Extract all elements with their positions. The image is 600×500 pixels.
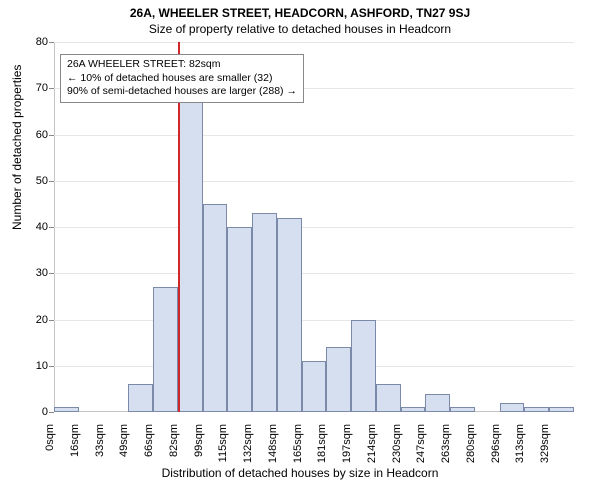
bar	[302, 361, 327, 412]
bar	[326, 347, 351, 412]
y-tick	[49, 42, 54, 43]
y-tick	[49, 181, 54, 182]
bar	[178, 98, 203, 413]
bar	[227, 227, 252, 412]
bar	[425, 394, 450, 413]
y-tick	[49, 88, 54, 89]
bar	[376, 384, 401, 412]
bar	[500, 403, 525, 412]
title-main: 26A, WHEELER STREET, HEADCORN, ASHFORD, …	[0, 0, 600, 20]
x-axis-title: Distribution of detached houses by size …	[0, 466, 600, 480]
bar	[54, 407, 79, 412]
bar	[277, 218, 302, 412]
y-tick-label: 50	[8, 175, 48, 187]
y-tick-label: 40	[8, 221, 48, 233]
bar	[524, 407, 549, 412]
bar	[128, 384, 153, 412]
bar	[450, 407, 475, 412]
y-tick-label: 80	[8, 36, 48, 48]
gridline	[54, 181, 574, 182]
bar	[153, 287, 178, 412]
y-tick	[49, 135, 54, 136]
bar	[401, 407, 426, 412]
gridline	[54, 42, 574, 43]
y-tick	[49, 273, 54, 274]
gridline	[54, 135, 574, 136]
annotation-line2: ← 10% of detached houses are smaller (32…	[67, 72, 297, 86]
y-tick	[49, 412, 54, 413]
y-tick	[49, 320, 54, 321]
y-tick-label: 10	[8, 360, 48, 372]
gridline	[54, 273, 574, 274]
y-tick-label: 60	[8, 129, 48, 141]
bar	[549, 407, 574, 412]
gridline	[54, 320, 574, 321]
title-sub: Size of property relative to detached ho…	[0, 20, 600, 36]
y-tick	[49, 227, 54, 228]
annotation-line3: 90% of semi-detached houses are larger (…	[67, 85, 297, 99]
y-tick-label: 20	[8, 314, 48, 326]
bar	[252, 213, 277, 412]
gridline	[54, 227, 574, 228]
y-tick-label: 0	[8, 406, 48, 418]
annotation-line1: 26A WHEELER STREET: 82sqm	[67, 58, 297, 72]
bar	[351, 320, 376, 413]
annotation-box: 26A WHEELER STREET: 82sqm ← 10% of detac…	[60, 54, 304, 103]
y-tick	[49, 366, 54, 367]
bar	[203, 204, 228, 412]
chart-area: 010203040506070800sqm16sqm33sqm49sqm66sq…	[54, 42, 574, 412]
y-tick-label: 30	[8, 267, 48, 279]
y-tick-label: 70	[8, 82, 48, 94]
